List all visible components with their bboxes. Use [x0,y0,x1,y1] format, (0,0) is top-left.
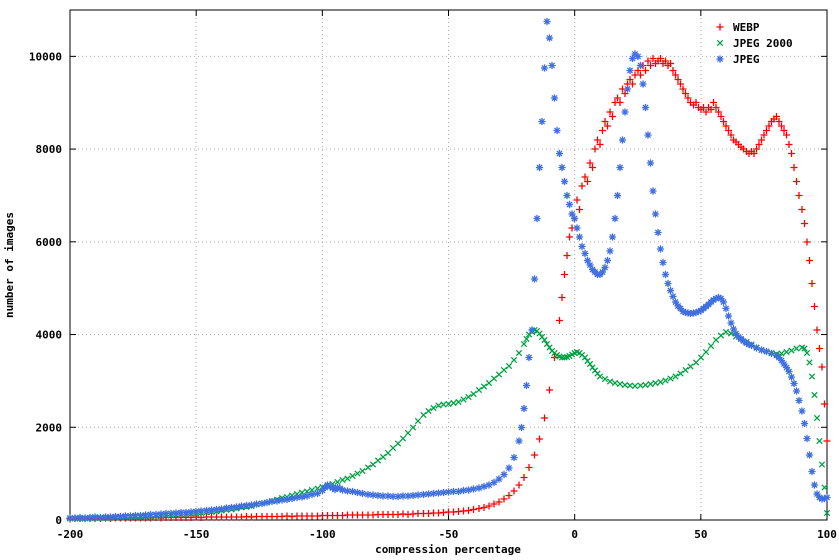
y-tick-label: 4000 [36,329,63,342]
x-tick-label: -100 [309,528,336,541]
x-tick-label: 0 [571,528,578,541]
data-points [66,17,831,523]
legend-item-jpeg-2000: JPEG 2000 [716,37,793,50]
y-tick-label: 10000 [29,50,62,63]
legend: WEBP JPEG 2000 JPEG [716,21,793,66]
legend-label: JPEG [733,53,760,66]
legend-marker-cross-icon [716,39,724,47]
x-axis-label: compression percentage [375,543,521,556]
x-tick-label: -150 [183,528,210,541]
legend-item-jpeg: JPEG [716,53,760,66]
x-tick-label: 50 [694,528,707,541]
series-jpeg [66,17,831,522]
x-tick-label: -50 [439,528,459,541]
y-tick-label: 0 [55,514,62,527]
legend-label: WEBP [733,21,760,34]
y-axis-label: number of images [3,212,16,318]
x-tick-label: 100 [817,528,837,541]
y-tick-label: 8000 [36,143,63,156]
legend-label: JPEG 2000 [733,37,793,50]
series-webp [66,55,831,523]
tick-labels: -200 -150 -100 -50 0 50 100 0 2000 4000 6000 8000 10… [29,50,837,541]
y-tick-label: 2000 [36,421,63,434]
gridlines [70,10,827,520]
legend-marker-plus-icon [716,23,724,31]
x-tick-label: -200 [57,528,84,541]
legend-marker-asterisk-icon [716,55,724,63]
legend-item-webp: WEBP [716,21,760,34]
y-tick-label: 6000 [36,236,63,249]
